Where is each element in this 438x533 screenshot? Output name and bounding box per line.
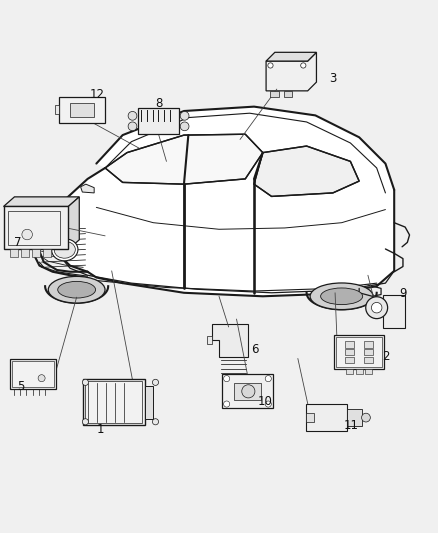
Bar xyxy=(356,369,363,374)
Circle shape xyxy=(366,297,388,319)
Ellipse shape xyxy=(48,277,105,303)
Text: 12: 12 xyxy=(90,88,105,101)
Circle shape xyxy=(268,63,273,68)
Bar xyxy=(32,249,40,257)
Circle shape xyxy=(265,401,271,407)
Ellipse shape xyxy=(321,288,363,304)
Bar xyxy=(138,108,180,134)
Bar xyxy=(305,405,347,431)
Circle shape xyxy=(22,229,32,240)
Bar xyxy=(10,249,18,257)
Text: 2: 2 xyxy=(381,350,389,363)
Circle shape xyxy=(362,413,370,422)
Bar xyxy=(4,206,68,249)
Circle shape xyxy=(300,63,306,68)
Bar xyxy=(334,335,384,369)
Circle shape xyxy=(223,401,230,407)
Bar xyxy=(83,379,145,425)
Circle shape xyxy=(82,379,88,385)
Bar xyxy=(145,386,153,419)
Text: 6: 6 xyxy=(251,343,259,356)
Bar xyxy=(234,383,261,400)
Circle shape xyxy=(180,111,189,120)
Ellipse shape xyxy=(58,281,95,298)
Bar xyxy=(336,337,382,367)
Polygon shape xyxy=(266,52,316,91)
Bar xyxy=(8,211,60,245)
Bar xyxy=(60,96,105,123)
Bar xyxy=(364,357,373,364)
Text: 3: 3 xyxy=(329,71,336,85)
Polygon shape xyxy=(254,146,359,197)
Polygon shape xyxy=(81,184,94,193)
Bar xyxy=(21,249,29,257)
Text: 9: 9 xyxy=(399,287,407,300)
Circle shape xyxy=(223,376,230,382)
Polygon shape xyxy=(266,52,316,61)
Bar xyxy=(271,91,279,98)
Bar xyxy=(347,409,363,426)
Bar xyxy=(346,369,353,374)
Bar xyxy=(222,374,272,408)
Text: 1: 1 xyxy=(97,423,105,436)
Bar xyxy=(70,103,94,117)
Circle shape xyxy=(82,419,88,425)
Bar xyxy=(383,295,405,328)
Polygon shape xyxy=(68,197,79,249)
Ellipse shape xyxy=(310,283,373,310)
Circle shape xyxy=(152,379,159,385)
Circle shape xyxy=(128,111,137,120)
Bar xyxy=(85,382,142,423)
Text: 7: 7 xyxy=(14,236,21,249)
Text: 11: 11 xyxy=(344,418,359,432)
Text: 8: 8 xyxy=(155,97,162,110)
Bar xyxy=(305,413,314,422)
Bar xyxy=(207,336,212,344)
Circle shape xyxy=(242,385,255,398)
Polygon shape xyxy=(212,324,248,357)
Bar xyxy=(12,361,53,386)
Circle shape xyxy=(128,122,137,131)
Circle shape xyxy=(265,376,271,382)
Polygon shape xyxy=(48,107,394,296)
Bar xyxy=(365,369,372,374)
Text: 5: 5 xyxy=(18,381,25,393)
Polygon shape xyxy=(105,134,263,184)
Circle shape xyxy=(38,375,45,382)
Ellipse shape xyxy=(52,239,78,261)
Bar xyxy=(345,357,354,364)
Bar xyxy=(55,106,60,114)
Polygon shape xyxy=(4,197,79,206)
Bar xyxy=(284,91,293,98)
Circle shape xyxy=(371,302,382,313)
Circle shape xyxy=(180,122,189,131)
Bar xyxy=(364,341,373,348)
Circle shape xyxy=(152,419,159,425)
Ellipse shape xyxy=(54,241,75,258)
Text: 10: 10 xyxy=(258,395,272,408)
Bar xyxy=(364,349,373,356)
Bar xyxy=(345,349,354,356)
Bar xyxy=(10,359,56,389)
Bar xyxy=(43,249,51,257)
Bar xyxy=(345,341,354,348)
